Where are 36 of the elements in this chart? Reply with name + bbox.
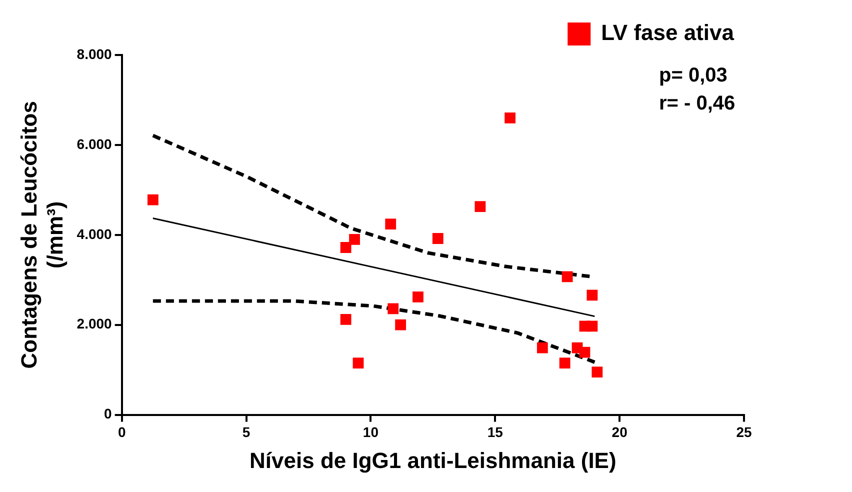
annotation: p= 0,03 bbox=[659, 64, 728, 87]
y-tick-label: 0 bbox=[104, 406, 112, 422]
x-tick-label: 25 bbox=[736, 424, 752, 440]
y-tick-label: 6.000 bbox=[76, 136, 112, 152]
annotation: r= - 0,46 bbox=[659, 92, 736, 115]
x-tick-label: 0 bbox=[118, 424, 126, 440]
point bbox=[352, 358, 364, 369]
point bbox=[562, 271, 573, 282]
point bbox=[147, 194, 158, 206]
point bbox=[340, 242, 352, 253]
point bbox=[586, 320, 598, 332]
point bbox=[388, 303, 399, 314]
x-tick-label: 20 bbox=[612, 424, 628, 440]
point bbox=[432, 233, 444, 244]
line-series bbox=[151, 299, 596, 364]
y-tick-label: 4.000 bbox=[76, 226, 112, 242]
point bbox=[349, 234, 360, 245]
point bbox=[504, 112, 516, 124]
y-tick-label: 2.000 bbox=[76, 316, 112, 332]
x-tick-label: 10 bbox=[362, 424, 379, 440]
point bbox=[592, 366, 603, 378]
x-axis-title: Níveis de IgG1 anti-Leishmania (IE) bbox=[250, 448, 616, 473]
point bbox=[412, 292, 424, 302]
point bbox=[385, 218, 396, 230]
legend-label: LV fase ativa bbox=[601, 20, 735, 46]
x-tick-label: 15 bbox=[487, 424, 504, 440]
point bbox=[536, 342, 548, 354]
point bbox=[340, 314, 352, 325]
y-tick-label: 8.000 bbox=[76, 46, 112, 62]
point bbox=[586, 290, 598, 301]
x-tick-label: 5 bbox=[242, 424, 250, 440]
y-axis-title: Contagens de Leucócitos (/mm³) bbox=[16, 101, 68, 369]
point bbox=[474, 201, 486, 212]
point bbox=[579, 346, 590, 358]
point bbox=[559, 358, 570, 369]
point bbox=[395, 319, 406, 330]
